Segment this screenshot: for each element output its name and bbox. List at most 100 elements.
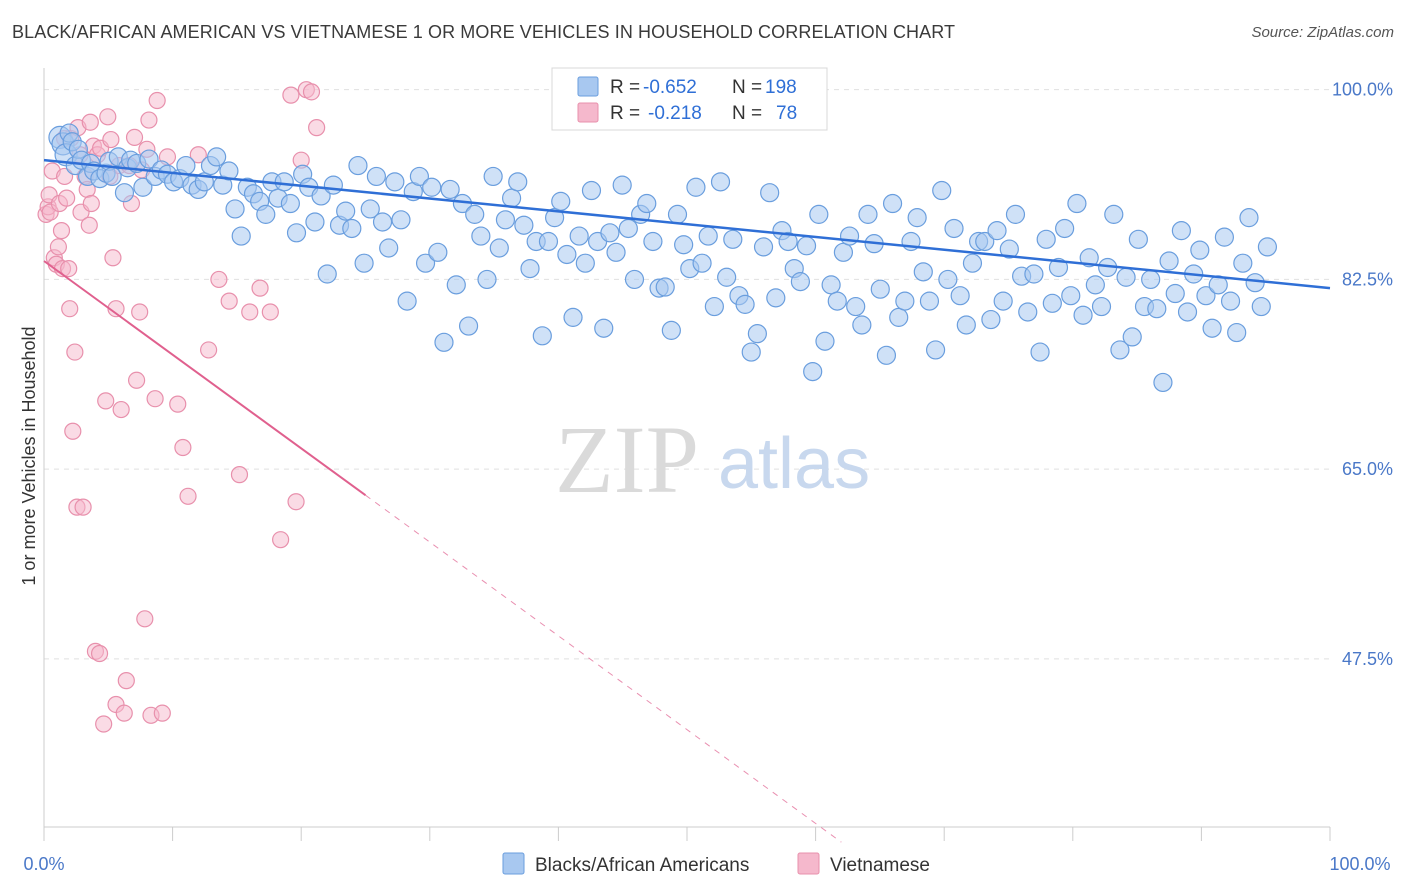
legend-bottom: Blacks/African Americans Vietnamese <box>502 852 930 876</box>
blacks-point <box>932 180 952 201</box>
vietnamese-point <box>64 422 82 440</box>
blacks-point <box>870 279 890 299</box>
blacks-point <box>538 231 559 252</box>
vietnamese-point <box>251 279 269 297</box>
blacks-point <box>815 331 835 351</box>
x-ticks <box>43 827 1331 841</box>
blacks-point <box>1239 208 1259 228</box>
legend-r-label-pink: R = <box>610 103 640 124</box>
vietnamese-point <box>112 400 130 419</box>
legend-r-value-blue: -0.652 <box>643 77 697 98</box>
vietnamese-point <box>302 83 321 101</box>
blacks-point <box>600 223 620 243</box>
blacks-point <box>489 238 509 258</box>
blacks-point <box>1220 291 1241 311</box>
blacks-point <box>581 180 602 201</box>
blacks-point <box>839 226 860 246</box>
y-tick-label: 47.5% <box>1342 649 1393 669</box>
vietnamese-point <box>169 395 187 413</box>
blacks-point <box>925 340 946 360</box>
blacks-point <box>637 193 657 214</box>
vietnamese-trend-extension <box>365 494 842 843</box>
blacks-point <box>643 231 663 252</box>
vietnamese-point <box>97 392 115 410</box>
blacks-point <box>778 231 798 252</box>
blacks-point <box>981 309 1001 330</box>
blacks-point <box>735 294 755 314</box>
vietnamese-points <box>37 81 326 733</box>
legend-r-value-pink: -0.218 <box>648 103 702 124</box>
y-tick-labels: 100.0% 82.5% 65.0% 47.5% <box>1332 80 1393 669</box>
blacks-point <box>944 218 964 239</box>
blacks-point <box>440 179 460 200</box>
vietnamese-point <box>210 270 228 289</box>
blacks-point <box>962 253 983 273</box>
chart-title: BLACK/AFRICAN AMERICAN VS VIETNAMESE 1 O… <box>12 22 956 42</box>
blacks-point <box>471 226 491 246</box>
legend-swatch-pink <box>577 102 599 123</box>
blacks-point <box>379 238 399 258</box>
blacks-point <box>753 237 774 257</box>
trend-lines <box>43 158 1331 843</box>
y-tick-label: 65.0% <box>1342 459 1393 479</box>
blacks-point <box>520 258 540 279</box>
blacks-point <box>391 210 411 230</box>
blacks-point <box>858 204 878 224</box>
vietnamese-point <box>115 704 133 722</box>
blacks-point <box>741 342 761 362</box>
blacks-point <box>704 296 724 317</box>
watermark-zip: ZIP <box>555 406 699 513</box>
blacks-point <box>323 175 343 195</box>
vietnamese-point <box>66 343 84 361</box>
blacks-point <box>422 177 442 197</box>
blacks-point <box>1202 318 1222 338</box>
legend-bottom-swatch-pink <box>797 852 820 875</box>
blacks-point <box>1079 248 1099 268</box>
blacks-point <box>1122 327 1142 347</box>
blacks-point <box>618 218 638 239</box>
blacks-point <box>514 215 534 235</box>
vietnamese-point <box>220 292 238 310</box>
blacks-point <box>551 191 571 211</box>
blacks-point <box>286 223 307 243</box>
x-tick-label-max: 100.0% <box>1329 854 1390 874</box>
blacks-point <box>385 172 405 192</box>
blacks-point <box>796 236 817 256</box>
blacks-point <box>139 149 159 169</box>
blacks-point <box>495 210 516 230</box>
watermark: ZIP atlas <box>555 406 870 513</box>
blacks-point <box>919 291 940 311</box>
blacks-point <box>532 326 552 346</box>
blacks-point <box>717 267 737 287</box>
blacks-point <box>760 183 780 203</box>
blacks-point <box>477 269 497 290</box>
blacks-point <box>569 226 589 246</box>
legend-n-value-pink: 78 <box>776 103 797 124</box>
blacks-point <box>1067 193 1087 214</box>
blacks-point <box>846 296 866 317</box>
blacks-point <box>766 288 786 308</box>
vietnamese-point <box>104 249 122 267</box>
blacks-point <box>661 320 681 340</box>
vietnamese-point <box>136 610 154 628</box>
blacks-point <box>827 291 847 311</box>
vietnamese-point <box>261 303 279 321</box>
blacks-point <box>465 204 485 224</box>
blacks-point <box>594 318 614 338</box>
blacks-point <box>366 166 386 187</box>
vietnamese-point <box>179 487 197 505</box>
blacks-point <box>747 324 767 344</box>
blacks-point <box>1055 218 1075 239</box>
vietnamese-point <box>287 493 305 511</box>
vietnamese-point <box>82 194 100 213</box>
vietnamese-point <box>117 672 135 690</box>
blacks-point <box>1128 229 1148 249</box>
blacks-point <box>1104 204 1124 224</box>
blacks-point <box>809 204 829 224</box>
legend-bottom-swatch-blue <box>502 852 525 875</box>
blacks-point <box>1091 296 1112 317</box>
blacks-point <box>790 272 810 292</box>
x-tick-label-min: 0.0% <box>23 854 64 874</box>
blacks-point <box>1165 283 1185 304</box>
